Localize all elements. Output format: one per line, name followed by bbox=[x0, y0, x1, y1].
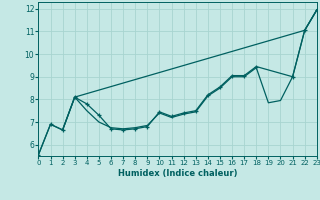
X-axis label: Humidex (Indice chaleur): Humidex (Indice chaleur) bbox=[118, 169, 237, 178]
